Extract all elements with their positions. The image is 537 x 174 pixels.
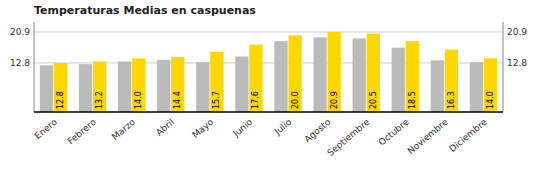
bar <box>54 63 67 112</box>
bar <box>445 50 458 112</box>
data-label: 17.6 <box>251 91 260 109</box>
y-axis-line <box>34 22 35 112</box>
bar <box>328 32 341 112</box>
bar <box>367 33 380 112</box>
data-label: 16.3 <box>447 91 456 109</box>
bar <box>288 35 301 112</box>
data-label: 15.7 <box>212 91 221 109</box>
bar <box>353 38 366 112</box>
bar <box>274 41 287 112</box>
x-tick-label: Septiembre <box>325 116 372 157</box>
y2-axis-line <box>503 22 504 112</box>
title: Temperaturas Medias en caspuenas <box>34 4 256 17</box>
data-label: 14.0 <box>134 91 143 109</box>
x-tick-label: Junio <box>230 116 254 139</box>
x-tick-label: Julio <box>272 116 294 137</box>
bar <box>392 48 405 112</box>
x-tick-label: Noviembre <box>406 116 450 156</box>
bar <box>171 57 184 112</box>
data-label: 20.0 <box>291 91 300 109</box>
y-tick-label: 12.8 <box>10 58 30 68</box>
chart: Temperaturas Medias en caspuenas 12.8 13.2… <box>0 0 537 174</box>
data-label: 18.5 <box>408 91 417 109</box>
bar <box>210 52 223 112</box>
x-tick-label: Octubre <box>377 116 411 147</box>
bar <box>93 61 106 112</box>
bar <box>406 41 419 112</box>
bar <box>196 62 209 112</box>
bar <box>313 37 326 112</box>
y-tick-label: 20.9 <box>10 27 30 37</box>
x-axis-line <box>34 111 503 113</box>
bar <box>431 60 444 112</box>
bar <box>118 61 131 112</box>
data-label: 12.8 <box>56 91 65 109</box>
y2-tick-label: 20.9 <box>507 27 527 37</box>
bar <box>132 58 145 112</box>
x-tick-label: Diciembre <box>447 116 489 153</box>
data-label: 20.5 <box>369 91 378 109</box>
data-label: 14.0 <box>486 91 495 109</box>
x-tick-label: Febrero <box>66 116 99 146</box>
y2-tick-label: 12.8 <box>507 58 527 68</box>
grid-line <box>34 31 503 32</box>
bar <box>79 64 92 112</box>
bar <box>470 62 483 112</box>
data-label: 20.9 <box>330 91 339 109</box>
bar <box>157 60 170 112</box>
bar <box>40 65 53 112</box>
bar <box>249 45 262 112</box>
x-tick-label: Agosto <box>302 116 333 144</box>
x-tick-label: Abril <box>154 117 176 138</box>
bar <box>484 58 497 112</box>
bar <box>235 56 248 112</box>
x-tick-label: Mayo <box>190 116 215 139</box>
bars <box>40 32 497 112</box>
data-label: 14.4 <box>173 91 182 109</box>
x-tick-label: Enero <box>33 116 60 141</box>
x-tick-label: Marzo <box>110 116 138 141</box>
data-label: 13.2 <box>95 91 104 109</box>
